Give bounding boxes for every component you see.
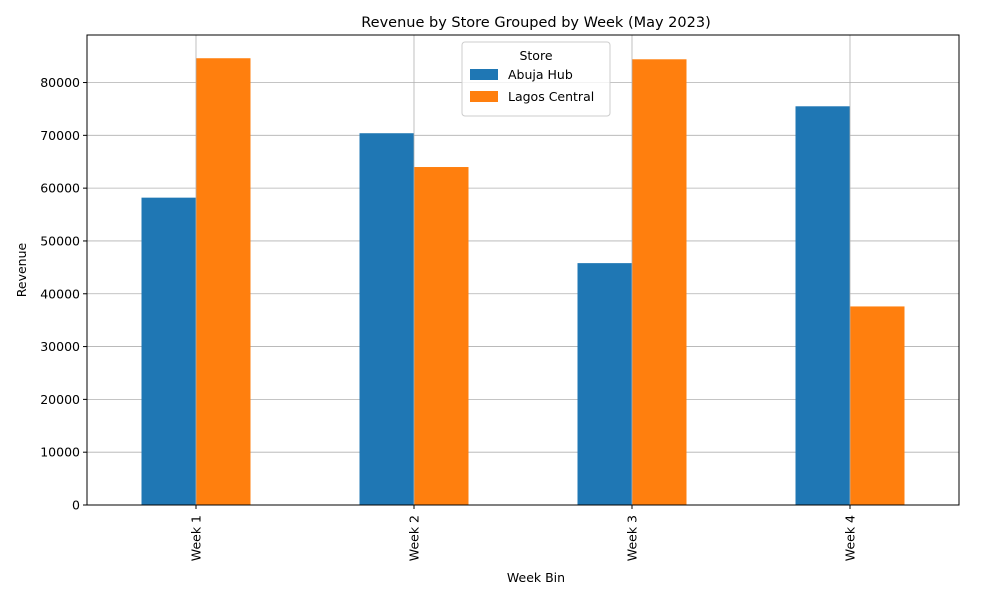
- bar-abuja-hub: [795, 106, 850, 505]
- legend: Store Abuja Hub Lagos Central: [461, 41, 611, 117]
- bar-lagos-central: [414, 167, 469, 506]
- y-tick-label: 0: [72, 498, 80, 513]
- chart-title: Revenue by Store Grouped by Week (May 20…: [361, 15, 711, 31]
- x-tick-label: Week 4: [843, 515, 858, 561]
- plot-frame: [86, 34, 960, 506]
- y-tick-label: 70000: [40, 128, 80, 143]
- legend-swatch: [470, 69, 498, 80]
- y-tick-label: 10000: [40, 445, 80, 460]
- bar-abuja-hub: [141, 197, 196, 506]
- x-tick-label: Week 1: [189, 515, 204, 561]
- bar-abuja-hub: [359, 133, 414, 505]
- x-tick-label: Week 2: [407, 515, 422, 561]
- y-tick-label: 50000: [40, 233, 80, 248]
- legend-swatch: [470, 91, 498, 102]
- bar-lagos-central: [850, 306, 905, 505]
- y-tick-label: 30000: [40, 339, 80, 354]
- bars: [141, 58, 905, 506]
- y-tick-label: 80000: [40, 75, 80, 90]
- x-axis-ticks: Week 1 Week 2 Week 3 Week 4: [189, 505, 858, 561]
- x-grid-lines: [195, 35, 851, 505]
- y-tick-label: 40000: [40, 286, 80, 301]
- x-tick-label: Week 3: [625, 515, 640, 561]
- y-axis-ticks: 0 10000 20000 30000 40000 50000 60000 70000 8000…: [40, 75, 87, 513]
- x-axis-label: Week Bin: [507, 570, 565, 585]
- legend-label: Lagos Central: [508, 89, 594, 104]
- y-tick-label: 60000: [40, 181, 80, 196]
- bar-lagos-central: [632, 59, 687, 505]
- bar-lagos-central: [196, 58, 251, 505]
- bar-abuja-hub: [577, 263, 632, 505]
- y-tick-label: 20000: [40, 392, 80, 407]
- legend-label: Abuja Hub: [508, 67, 573, 82]
- legend-box: [461, 41, 611, 117]
- legend-items: Abuja Hub Lagos Central: [470, 67, 594, 104]
- y-axis-label: Revenue: [14, 242, 29, 297]
- legend-title: Store: [519, 48, 552, 63]
